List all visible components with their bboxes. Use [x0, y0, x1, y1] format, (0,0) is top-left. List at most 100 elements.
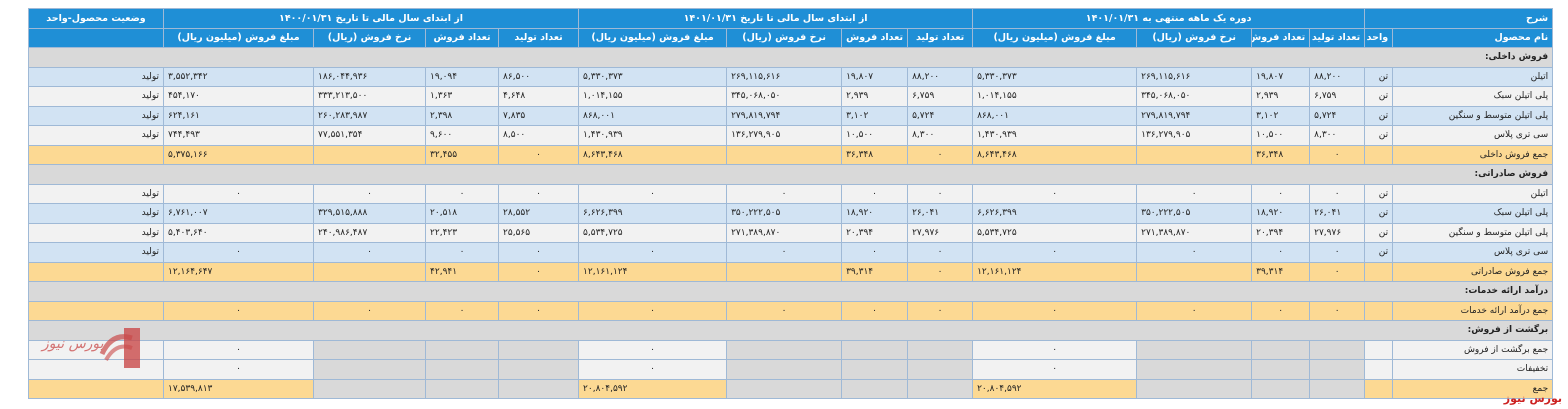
value-cell: ۵,۵۳۴,۷۲۵	[972, 222, 1138, 243]
watermark-text: بورس نیوز	[42, 336, 104, 352]
value-cell: ۷۷,۵۵۱,۳۵۴	[313, 125, 427, 146]
value-cell: ۰	[907, 183, 974, 204]
value-cell: ۰	[726, 242, 843, 263]
value-cell	[726, 359, 843, 380]
table-row: پلی اتیلن سبک تن ۲۶,۰۴۱ ۱۸,۹۲۰ ۳۵۰,۲۲۲,۵۰۵ ۶,…	[28, 203, 1554, 224]
value-cell: ۰	[313, 300, 427, 321]
value-cell: ۰	[1309, 261, 1366, 282]
value-cell	[726, 339, 843, 360]
value-cell	[313, 144, 427, 165]
value-cell: ۷۴۴,۴۹۳	[162, 125, 315, 146]
value-cell: ۳,۱۰۲	[841, 105, 909, 126]
value-cell: ۳۹,۳۱۴	[1251, 261, 1311, 282]
value-cell: ۵,۷۲۴	[907, 105, 974, 126]
unit-cell	[1364, 261, 1394, 282]
table-row: اتیلن تن ۸۸,۲۰۰ ۱۹,۸۰۷ ۲۶۹,۱۱۵,۶۱۶ ۵,۳۳۰,۳۷۳ ۸…	[28, 66, 1554, 87]
value-cell: ۵,۴۰۳,۶۴۰	[162, 222, 315, 243]
value-cell: ۰	[972, 339, 1138, 360]
value-cell: ۱۸,۹۲۰	[1251, 203, 1311, 224]
value-cell	[498, 359, 580, 380]
value-cell: ۰	[972, 183, 1138, 204]
value-cell: ۸۶۸,۰۰۱	[578, 105, 728, 126]
value-cell: ۲۰,۵۱۸	[425, 203, 500, 224]
header-sales-qty: تعداد فروش	[1251, 27, 1311, 48]
value-cell	[1309, 359, 1366, 380]
sales-report-table: شرح دوره یک ماهه منتهی به ۱۴۰۱/۰۱/۳۱ از …	[27, 8, 1554, 399]
value-cell	[1251, 378, 1311, 399]
value-cell: ۰	[1309, 242, 1366, 263]
value-cell: ۳۶,۳۴۸	[1251, 144, 1311, 165]
header-sales-rate: نرخ فروش (ریال)	[726, 27, 843, 48]
header-period-2: از ابتدای سال مالی تا تاریخ ۱۴۰۱/۰۱/۳۱	[578, 8, 974, 29]
product-name-cell: جمع فروش داخلی	[1392, 144, 1554, 165]
product-name-cell: پلی اتیلن سبک	[1392, 203, 1554, 224]
unit-cell: تن	[1364, 183, 1394, 204]
value-cell: ۰	[1136, 300, 1253, 321]
product-name-cell: جمع فروش صادراتی	[1392, 261, 1554, 282]
header-period-1: دوره یک ماهه منتهی به ۱۴۰۱/۰۱/۳۱	[972, 8, 1366, 29]
value-cell: ۳,۵۵۲,۳۴۲	[162, 66, 315, 87]
value-cell	[1251, 359, 1311, 380]
value-cell	[841, 378, 909, 399]
value-cell: ۲۷۱,۳۸۹,۸۷۰	[1136, 222, 1253, 243]
value-cell: ۰	[162, 242, 315, 263]
section-row: درآمد ارائه خدمات:	[27, 281, 1554, 302]
value-cell: ۴۲,۹۴۱	[425, 261, 500, 282]
value-cell	[841, 339, 909, 360]
value-cell: ۲۶۹,۱۱۵,۶۱۶	[726, 66, 843, 87]
value-cell: ۰	[726, 183, 843, 204]
value-cell: ۰	[313, 242, 427, 263]
value-cell: ۱۹,۸۰۷	[841, 66, 909, 87]
unit-cell	[1364, 378, 1394, 399]
total-row: جمع فروش داخلی ۰ ۳۶,۳۴۸ ۸,۶۴۳,۴۶۸ ۰ ۳۶,۳۴۸ ۸,۶…	[28, 144, 1554, 165]
table-row: سی تری پلاس تن ۸,۳۰۰ ۱۰,۵۰۰ ۱۳۶,۲۷۹,۹۰۵ ۱,۴۳۰…	[28, 125, 1554, 146]
unit-cell: تن	[1364, 222, 1394, 243]
value-cell: ۰	[1251, 300, 1311, 321]
brand-label: بورس نیوز	[1503, 392, 1562, 405]
product-name-cell: پلی اتیلن متوسط و سنگین	[1392, 222, 1554, 243]
value-cell: ۲۰,۸۰۴,۵۹۲	[972, 378, 1138, 399]
value-cell: ۵,۵۳۴,۷۲۵	[578, 222, 728, 243]
value-cell: ۲۷,۹۷۶	[1309, 222, 1366, 243]
value-cell	[313, 378, 427, 399]
unit-cell: تن	[1364, 105, 1394, 126]
value-cell: ۲۴۰,۹۸۶,۴۸۷	[313, 222, 427, 243]
value-cell: ۵,۳۳۰,۳۷۳	[972, 66, 1138, 87]
value-cell: ۰	[1309, 300, 1366, 321]
status-cell: تولید	[28, 222, 164, 243]
value-cell: ۰	[425, 242, 500, 263]
value-cell: ۰	[498, 300, 580, 321]
value-cell: ۰	[162, 300, 315, 321]
section-row: برگشت از فروش:	[27, 320, 1554, 341]
table-row: سی تری پلاس تن ۰ ۰ ۰ ۰ ۰ ۰ ۰ ۰ ۰ ۰ ۰ ۰ تولید	[28, 242, 1554, 263]
value-cell	[425, 378, 500, 399]
header-sales-qty: تعداد فروش	[841, 27, 909, 48]
value-cell: ۳۳۳,۲۱۳,۵۰۰	[313, 86, 427, 107]
total-row: جمع ۲۰,۸۰۴,۵۹۲ ۲۰,۸۰۴,۵۹۲ ۱۷,۵۳۹,۸۱۳	[28, 378, 1554, 399]
header-sales-rate: نرخ فروش (ریال)	[1136, 27, 1253, 48]
section-label: درآمد ارائه خدمات:	[27, 281, 1554, 302]
value-cell: ۱,۰۱۴,۱۵۵	[578, 86, 728, 107]
value-cell: ۰	[498, 261, 580, 282]
value-cell: ۳۲۹,۵۱۵,۸۸۸	[313, 203, 427, 224]
header-unit: واحد	[1364, 27, 1394, 48]
header-status-empty	[28, 27, 164, 48]
status-cell: تولید	[28, 125, 164, 146]
section-label: فروش داخلی:	[27, 47, 1554, 68]
value-cell: ۰	[1251, 242, 1311, 263]
value-cell: ۳۶,۳۴۸	[841, 144, 909, 165]
value-cell: ۰	[972, 300, 1138, 321]
value-cell: ۰	[726, 300, 843, 321]
value-cell: ۶,۶۲۶,۳۹۹	[578, 203, 728, 224]
value-cell	[1136, 144, 1253, 165]
value-cell	[1136, 339, 1253, 360]
value-cell: ۸,۵۰۰	[498, 125, 580, 146]
value-cell: ۱۲,۱۶۱,۱۲۴	[972, 261, 1138, 282]
value-cell: ۴,۶۴۸	[498, 86, 580, 107]
value-cell: ۰	[1136, 242, 1253, 263]
value-cell: ۸۸,۲۰۰	[907, 66, 974, 87]
value-cell: ۶,۷۵۹	[907, 86, 974, 107]
value-cell: ۵,۳۳۰,۳۷۳	[578, 66, 728, 87]
value-cell: ۴۵۴,۱۷۰	[162, 86, 315, 107]
status-cell: تولید	[28, 203, 164, 224]
